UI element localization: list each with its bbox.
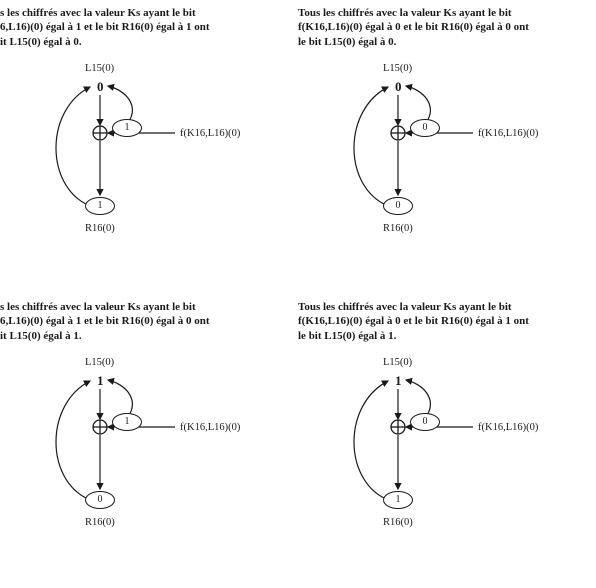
xor-icon-3 <box>390 419 406 435</box>
value-bottom-2: 0 <box>98 494 103 505</box>
caption-0-line1: s les chiffrés avec la valeur Ks ayant l… <box>0 7 196 19</box>
edges-2 <box>0 349 280 559</box>
caption-0-line3: it L15(0) égal à 0. <box>0 36 82 48</box>
value-mid-3: 0 <box>423 416 428 427</box>
value-mid-2: 1 <box>125 416 130 427</box>
label-bottom-0: R16(0) <box>85 223 115 234</box>
value-bottom-0: 1 <box>98 200 103 211</box>
label-right-2: f(K16,L16)(0) <box>180 422 240 433</box>
quadrant-0: s les chiffrés avec la valeur Ks ayant l… <box>0 0 298 294</box>
diagram-3: L15(0) 1 0 f(K16,L16)(0) 1 R16(0) <box>298 349 578 559</box>
label-bottom-3: R16(0) <box>383 517 413 528</box>
diagram-1: L15(0) 0 0 f(K16,L16)(0) 0 R16(0) <box>298 55 578 265</box>
value-mid-1: 0 <box>423 122 428 133</box>
xor-icon-2 <box>92 419 108 435</box>
caption-1-line2: f(K16,L16)(0) égal à 0 et le bit R16(0) … <box>298 21 529 33</box>
label-right-0: f(K16,L16)(0) <box>180 128 240 139</box>
node-bottom-0: 1 <box>85 197 115 215</box>
value-mid-0: 1 <box>125 122 130 133</box>
quadrant-2: s les chiffrés avec la valeur Ks ayant l… <box>0 294 298 588</box>
value-bottom-3: 1 <box>396 494 401 505</box>
label-right-1: f(K16,L16)(0) <box>478 128 538 139</box>
caption-3-line2: f(K16,L16)(0) égal à 0 et le bit R16(0) … <box>298 315 529 327</box>
caption-1-line3: le bit L15(0) égal à 0. <box>298 36 396 48</box>
quadrant-1: Tous les chiffrés avec la valeur Ks ayan… <box>298 0 596 294</box>
caption-1: Tous les chiffrés avec la valeur Ks ayan… <box>298 6 586 49</box>
caption-0-line2: 6,L16)(0) égal à 1 et le bit R16(0) égal… <box>0 21 210 33</box>
node-bottom-1: 0 <box>383 197 413 215</box>
diagram-0: L15(0) 0 <box>0 55 280 265</box>
node-mid-1: 0 <box>410 119 440 137</box>
xor-icon-0 <box>92 125 108 141</box>
caption-1-line1: Tous les chiffrés avec la valeur Ks ayan… <box>298 7 512 19</box>
figure-grid: s les chiffrés avec la valeur Ks ayant l… <box>0 0 596 588</box>
caption-2-line1: s les chiffrés avec la valeur Ks ayant l… <box>0 301 196 313</box>
caption-2-line3: it L15(0) égal à 1. <box>0 330 82 342</box>
xor-icon-1 <box>390 125 406 141</box>
value-bottom-1: 0 <box>396 200 401 211</box>
caption-3-line1: Tous les chiffrés avec la valeur Ks ayan… <box>298 301 512 313</box>
caption-2-line2: 6,L16)(0) égal à 1 et le bit R16(0) égal… <box>0 315 210 327</box>
diagram-2: L15(0) 1 1 f(K16,L16)(0) 0 R16(0) <box>0 349 280 559</box>
caption-2: s les chiffrés avec la valeur Ks ayant l… <box>0 300 288 343</box>
caption-0: s les chiffrés avec la valeur Ks ayant l… <box>0 6 288 49</box>
edges-1 <box>298 55 578 265</box>
node-bottom-3: 1 <box>383 491 413 509</box>
node-mid-2: 1 <box>112 413 142 431</box>
label-bottom-2: R16(0) <box>85 517 115 528</box>
caption-3: Tous les chiffrés avec la valeur Ks ayan… <box>298 300 586 343</box>
quadrant-3: Tous les chiffrés avec la valeur Ks ayan… <box>298 294 596 588</box>
node-bottom-2: 0 <box>85 491 115 509</box>
node-mid-3: 0 <box>410 413 440 431</box>
edges-3 <box>298 349 578 559</box>
caption-3-line3: le bit L15(0) égal à 1. <box>298 330 396 342</box>
label-right-3: f(K16,L16)(0) <box>478 422 538 433</box>
edge-top-xor-0 <box>0 55 280 265</box>
node-mid-0: 1 <box>112 119 142 137</box>
label-bottom-1: R16(0) <box>383 223 413 234</box>
